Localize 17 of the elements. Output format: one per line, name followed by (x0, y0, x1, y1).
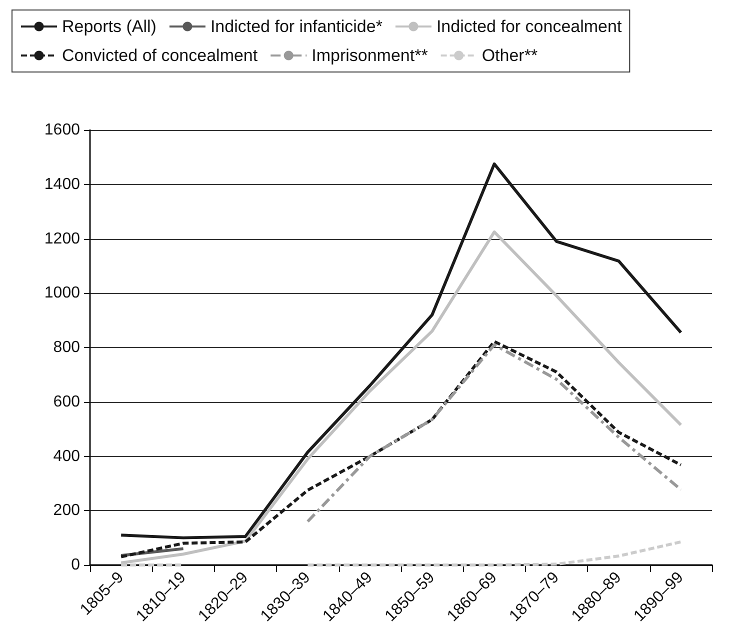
legend-label: Indicted for infanticide* (210, 17, 383, 36)
y-tick-label: 200 (53, 502, 80, 520)
y-tick-label: 0 (71, 556, 80, 574)
y-tick-label: 1200 (44, 230, 80, 248)
y-tick-label: 400 (53, 448, 80, 465)
legend-label: Indicted for concealment (436, 17, 622, 36)
legend-label: Other** (482, 46, 538, 65)
legend-label: Imprisonment** (312, 46, 428, 65)
line-series (306, 343, 682, 523)
y-tick-label: 1600 (44, 122, 80, 138)
y-tick-label: 600 (53, 393, 80, 410)
y-tick-label: 800 (53, 339, 80, 356)
line-series (120, 230, 682, 564)
y-tick-label: 1000 (44, 284, 80, 302)
legend-label: Convicted of concealment (62, 46, 258, 65)
y-tick-label: 1400 (44, 176, 80, 193)
legend-label: Reports (All) (62, 17, 156, 36)
